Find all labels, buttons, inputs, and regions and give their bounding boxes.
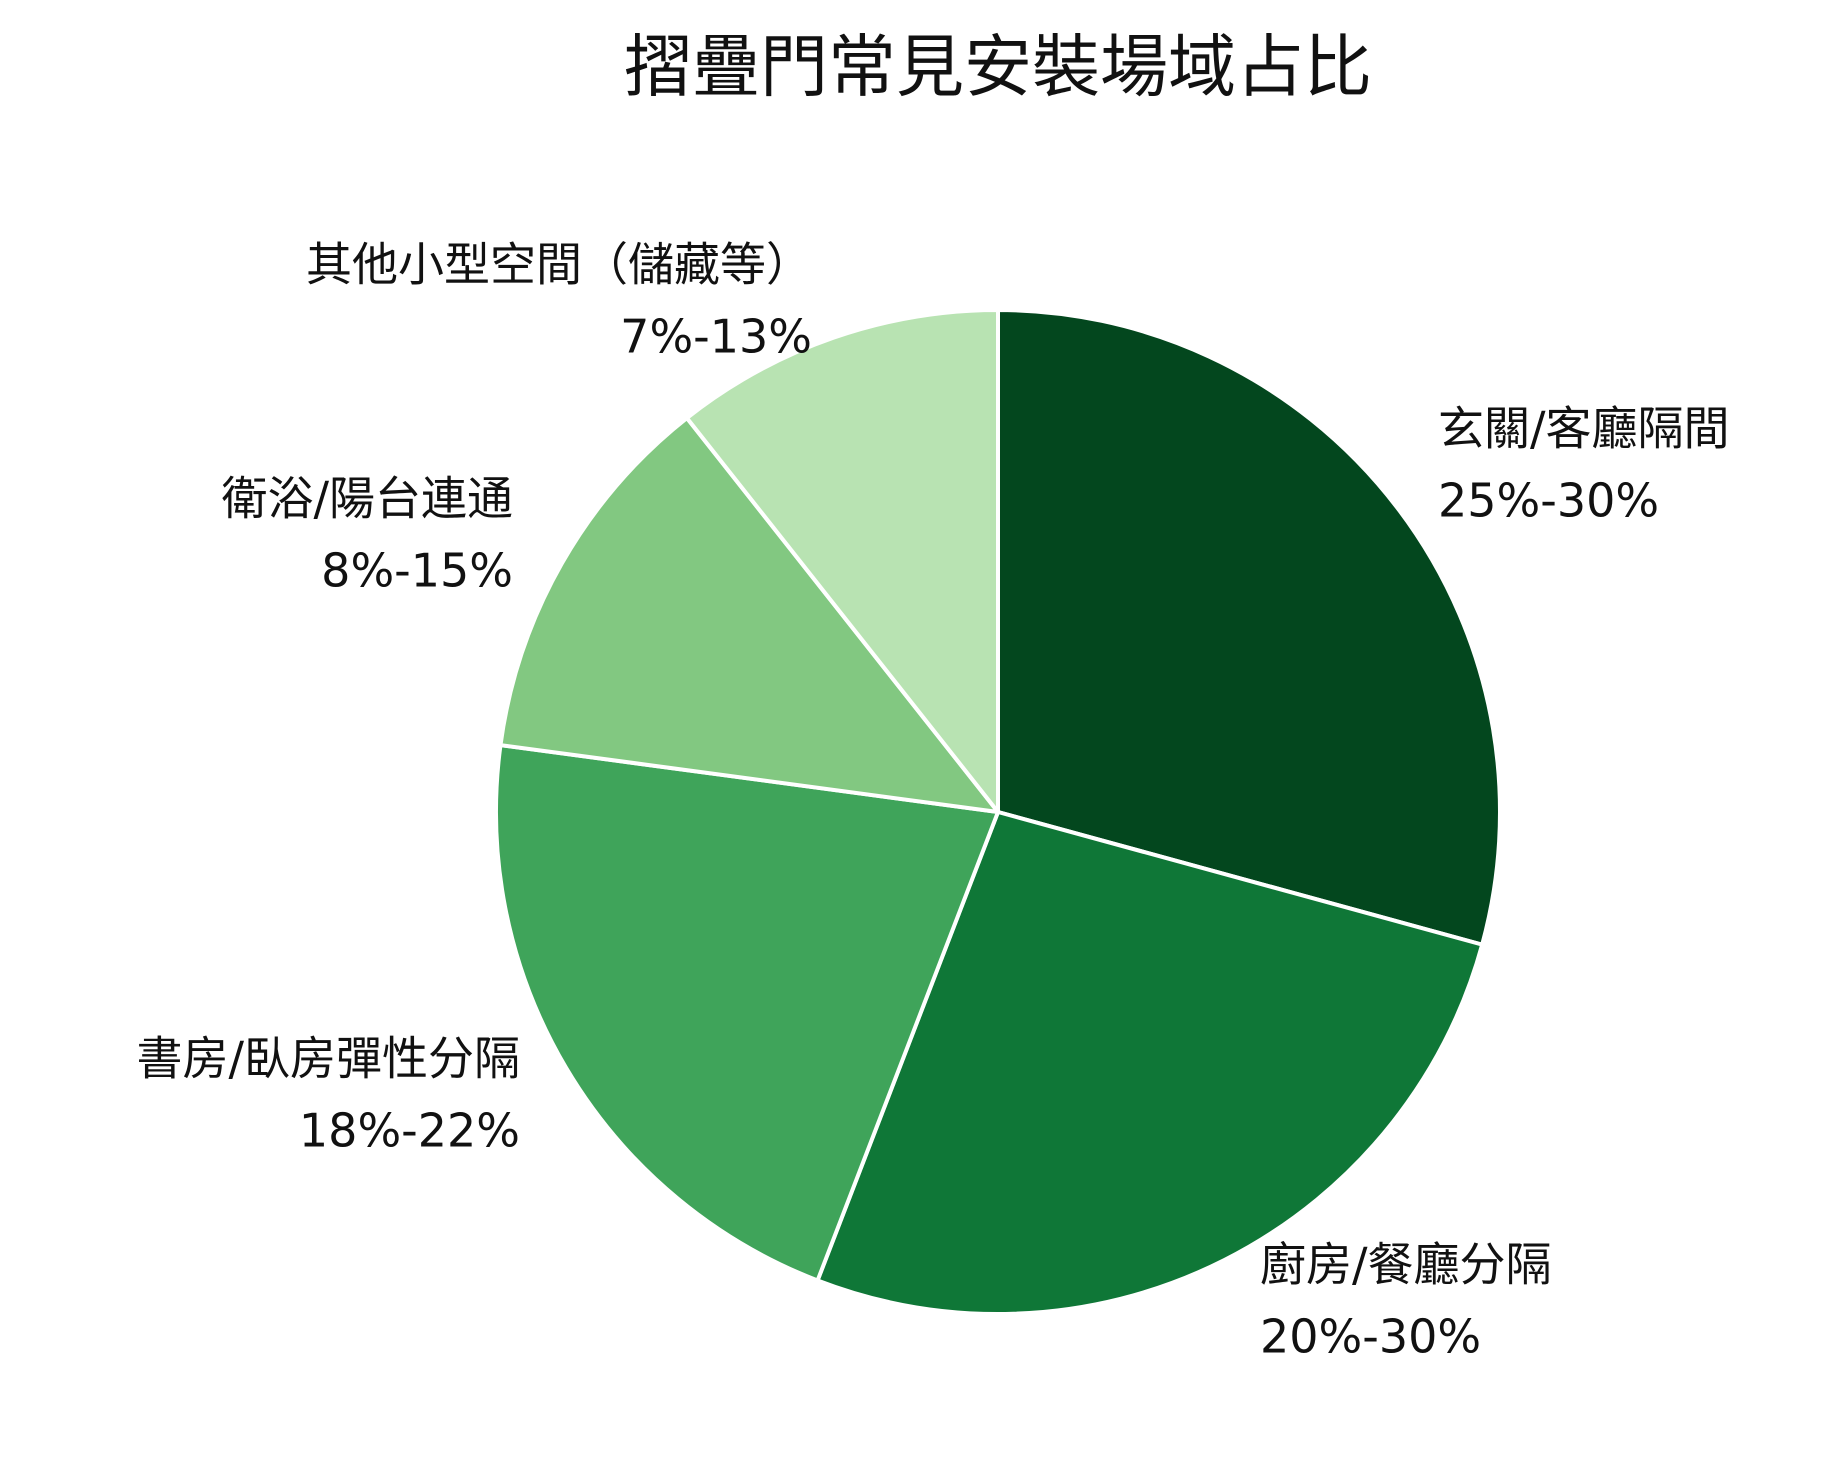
pie-slice	[815, 810, 1485, 1316]
slice-label: 衛浴/陽台連通	[222, 472, 514, 526]
chart-title: 摺疊門常見安裝場域占比	[624, 29, 1372, 108]
pie-slice	[684, 308, 1000, 814]
slice-label: 書房/臥房彈性分隔	[137, 1032, 521, 1086]
slice-label: 其他小型空間（儲藏等）	[306, 238, 812, 292]
pie-slice	[498, 416, 1000, 814]
value-label: 7%-13%	[620, 310, 812, 364]
pie-slice	[996, 308, 1502, 947]
value-label: 20%-30%	[1260, 1310, 1481, 1364]
value-label: 8%-15%	[321, 544, 513, 598]
slice-label: 玄關/客廳隔間	[1438, 402, 1730, 456]
value-label: 25%-30%	[1438, 474, 1659, 528]
value-label: 18%-22%	[299, 1104, 520, 1158]
pie-slice	[494, 743, 1000, 1283]
slice-label: 廚房/餐廳分隔	[1260, 1238, 1552, 1292]
